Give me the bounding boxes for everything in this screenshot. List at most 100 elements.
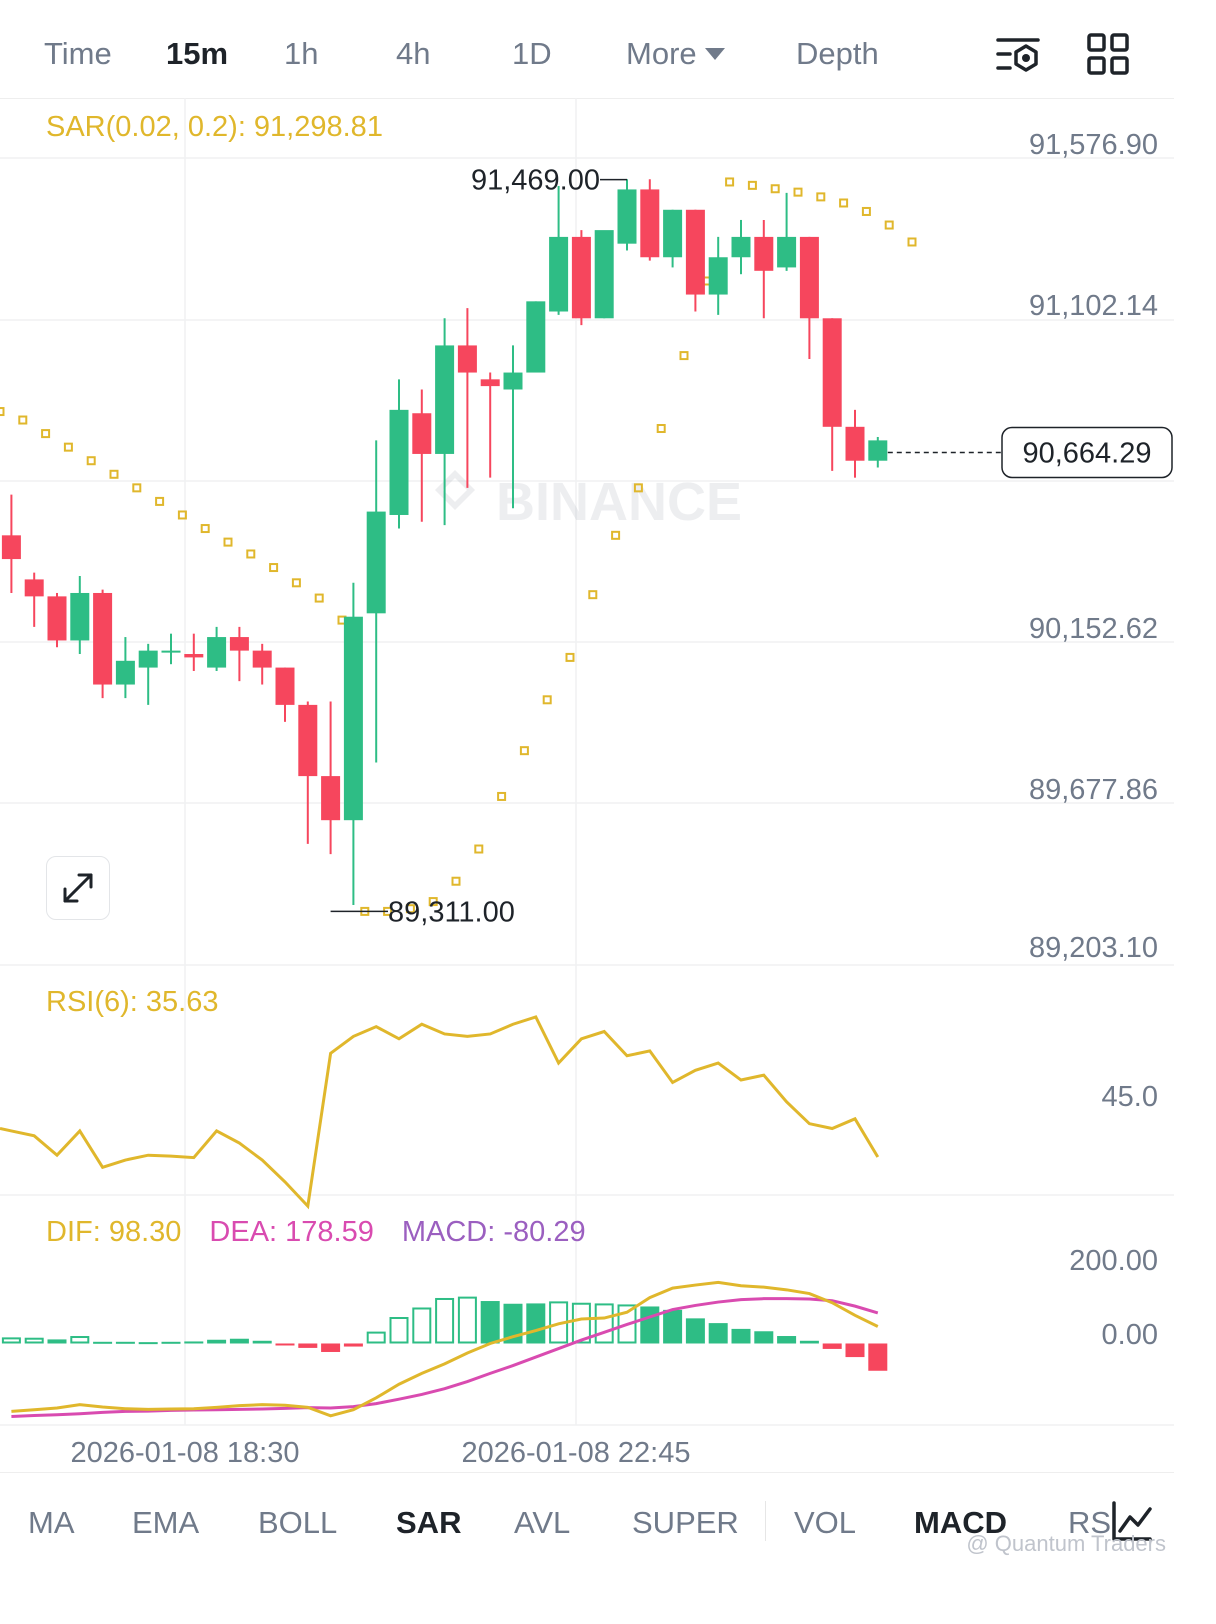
candle-body (275, 667, 295, 705)
price-tick-label: 89,677.86 (1029, 774, 1158, 806)
candle-body (571, 236, 591, 319)
chart-settings-icon[interactable] (996, 32, 1040, 76)
macd-bar (389, 1317, 409, 1344)
candle-body (24, 579, 44, 597)
tab-4h[interactable]: 4h (396, 36, 431, 71)
indicator-bar: MA EMA BOLL SAR AVL SUPER VOL MACD RS @ … (0, 1472, 1174, 1569)
macd-bar (754, 1331, 774, 1344)
macd-bar (731, 1328, 751, 1344)
macd-bar (640, 1306, 660, 1344)
macd-bar (617, 1304, 637, 1344)
sar-dot (223, 537, 233, 547)
macd-bar (571, 1302, 591, 1344)
candle-body (617, 189, 637, 244)
sar-dot (839, 198, 849, 208)
sar-dot (656, 424, 666, 434)
candle-body (457, 345, 477, 373)
sar-dot (519, 746, 529, 756)
macd-bar (799, 1340, 819, 1344)
candle-body (594, 230, 614, 319)
candle-body (252, 650, 272, 668)
tab-time[interactable]: Time (44, 36, 112, 71)
timeframe-bar: Time 15m 1h 4h 1D More Depth (0, 0, 1174, 99)
macd-bar (868, 1343, 888, 1371)
macd-bar (321, 1343, 341, 1352)
candle-body (480, 379, 500, 387)
candle-series (1, 179, 888, 905)
sar-dot (132, 483, 142, 493)
price-chart[interactable]: BINANCE 91,576.90 91,102.14 90,152.62 89,67… (0, 98, 1174, 1472)
indicator-settings-icon[interactable] (1110, 1499, 1154, 1543)
sar-dot (884, 220, 894, 230)
macd-label: MACD: -80.29 (402, 1216, 586, 1248)
candle-body (366, 511, 386, 614)
tab-depth[interactable]: Depth (796, 36, 879, 71)
indicator-vol[interactable]: VOL (794, 1505, 857, 1540)
indicator-ema[interactable]: EMA (132, 1505, 200, 1540)
macd-bar (1, 1337, 21, 1344)
grid-layout-icon[interactable] (1086, 32, 1130, 76)
macd-bar (845, 1343, 865, 1358)
candle-body (731, 236, 751, 258)
indicator-boll[interactable]: BOLL (258, 1505, 338, 1540)
candle-body (685, 209, 705, 295)
macd-bar (435, 1297, 455, 1344)
macd-bar (343, 1343, 363, 1347)
tab-15m[interactable]: 15m (166, 36, 229, 71)
macd-bar (229, 1338, 249, 1344)
macd-bar (298, 1343, 318, 1348)
chevron-down-icon (704, 47, 725, 60)
price-annotations: 91,469.00 89,311.00 90,664.29 (330, 165, 1173, 928)
candle-body (343, 616, 363, 821)
indicator-ma[interactable]: MA (28, 1505, 75, 1540)
tab-more[interactable]: More (626, 36, 725, 72)
macd-histogram (1, 1296, 888, 1371)
candle-body (229, 637, 249, 651)
indicator-divider (765, 1501, 766, 1541)
macd-bar (503, 1303, 523, 1344)
sar-dot (63, 442, 73, 452)
rsi-label: RSI(6): 35.63 (46, 986, 218, 1018)
candle-body (138, 650, 158, 668)
sar-dot (565, 652, 575, 662)
fullscreen-button[interactable] (46, 856, 110, 920)
indicator-sar[interactable]: SAR (396, 1505, 462, 1540)
sar-dot (314, 593, 324, 603)
candle-body (435, 345, 455, 454)
tab-1d[interactable]: 1D (512, 36, 552, 71)
tab-1h[interactable]: 1h (284, 36, 319, 71)
dif-label: DIF: 98.30 (46, 1216, 181, 1248)
macd-tick-0: 0.00 (1102, 1319, 1158, 1351)
sar-dot (246, 549, 256, 559)
chart-grid (0, 98, 1174, 1426)
indicator-super[interactable]: SUPER (632, 1505, 739, 1540)
expand-icon (63, 873, 93, 903)
macd-bar (252, 1340, 272, 1344)
macd-bar (275, 1343, 295, 1346)
sar-dot (679, 351, 689, 361)
macd-bar (138, 1342, 158, 1345)
current-price-box (1001, 426, 1173, 479)
sar-dot (0, 407, 5, 417)
macd-bar (70, 1336, 90, 1344)
macd-bar (480, 1301, 500, 1344)
sar-dot (816, 192, 826, 202)
price-tick-label: 89,203.10 (1029, 932, 1158, 964)
dea-line (11, 1297, 879, 1419)
candle-body (708, 257, 728, 295)
macd-bar (685, 1318, 705, 1344)
svg-text:BINANCE: BINANCE (496, 472, 742, 532)
sar-dot (793, 187, 803, 197)
macd-bar (457, 1296, 477, 1344)
indicator-avl[interactable]: AVL (514, 1505, 571, 1540)
price-tick-label: 91,576.90 (1029, 129, 1158, 161)
indicator-rsi[interactable]: RS (1068, 1505, 1112, 1540)
candle-body (412, 413, 432, 454)
sar-dot (611, 530, 621, 540)
indicator-macd[interactable]: MACD (914, 1505, 1007, 1540)
macd-legend: DIF: 98.30 DEA: 178.59 MACD: -80.29 (46, 1216, 586, 1248)
watermark-text: @ Quantum Traders (966, 1531, 1166, 1556)
sar-dot (405, 904, 415, 914)
macd-bar (663, 1309, 683, 1344)
price-tick-label: 90,152.62 (1029, 613, 1158, 645)
